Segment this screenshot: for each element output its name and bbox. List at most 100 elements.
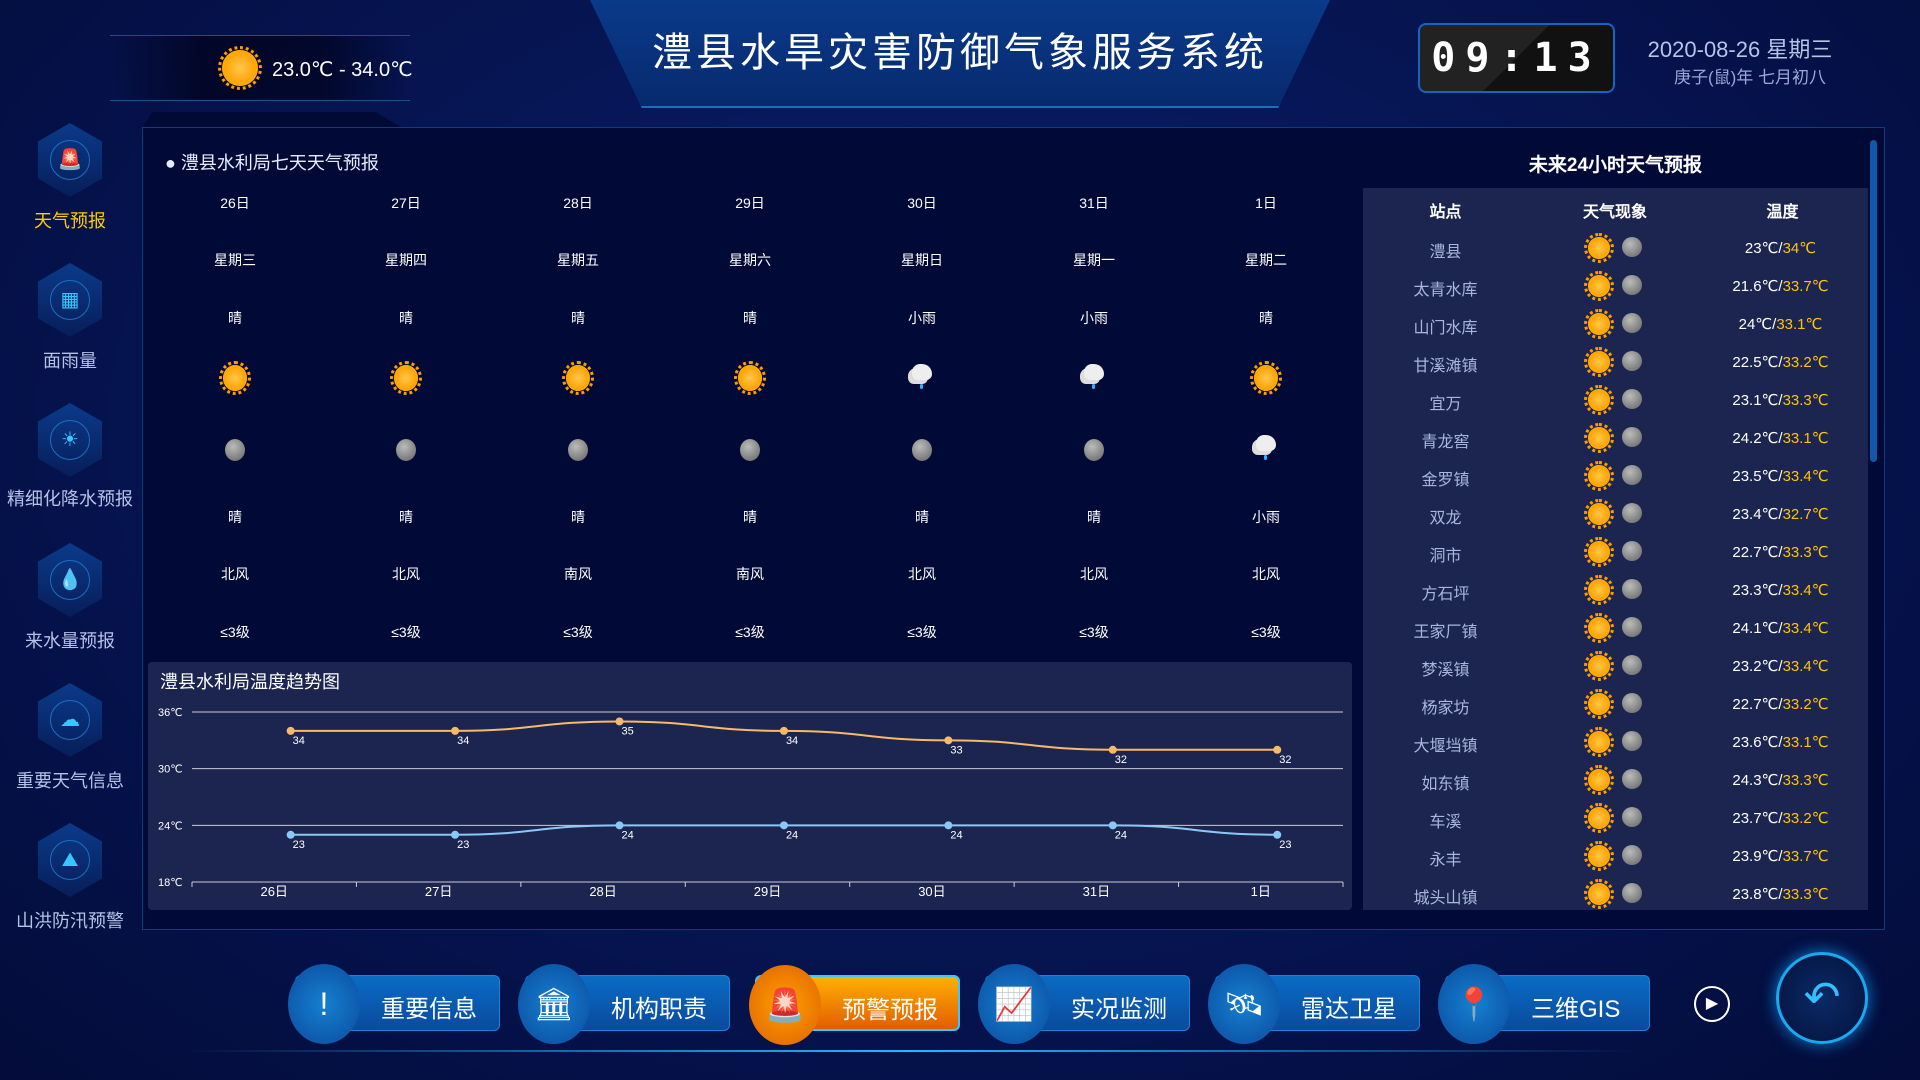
temp-range: 24℃/33.1℃ [1693,315,1868,333]
sun-icon [1584,271,1614,301]
station-name: 车溪 [1429,814,1462,831]
sidebar-item-label[interactable]: 来水量预报 [25,631,115,651]
table-row[interactable]: 大堰垱镇 23.6℃/33.1℃ [1363,723,1868,761]
sun-wave-icon[interactable]: ☀ [50,420,90,460]
temp-max: 33.3℃ [1782,544,1829,561]
station-name: 梦溪镇 [1421,662,1470,679]
table-row[interactable]: 金罗镇 23.5℃/33.4℃ [1363,457,1868,495]
moon-icon [1622,427,1642,447]
sidebar-item-label[interactable]: 天气预报 [34,211,106,231]
table-row[interactable]: 甘溪滩镇 22.5℃/33.2℃ [1363,343,1868,381]
data-point[interactable] [1273,830,1282,839]
nav-button-3[interactable]: 📈 实况监测 [978,964,1190,1044]
table-row[interactable]: 洞市 22.7℃/33.3℃ [1363,533,1868,571]
scrollbar[interactable] [1870,140,1877,462]
alarm-light-icon[interactable]: 🚨 [50,140,90,180]
station-name: 澧县 [1429,244,1462,261]
table-row[interactable]: 王家厂镇 24.1℃/33.4℃ [1363,609,1868,647]
data-label: 24 [950,829,962,841]
table-row[interactable]: 宜万 23.1℃/33.3℃ [1363,381,1868,419]
nav-button-5[interactable]: 📍 三维GIS [1438,964,1650,1044]
series-line-0 [290,720,1278,751]
col-weather: 天气现象 [1582,204,1647,221]
temp-range: 23.9℃/33.7℃ [1693,847,1868,865]
station-name: 大堰垱镇 [1413,738,1478,755]
table-row[interactable]: 山门水库 24℃/33.1℃ [1363,305,1868,343]
nav-button-0[interactable]: ! 重要信息 [288,964,500,1044]
sidebar-item-label[interactable]: 山洪防汛预警 [16,911,124,931]
next-button[interactable]: ▶ [1694,986,1730,1022]
x-tick-label: 1日 [1251,884,1271,899]
data-point[interactable] [779,726,788,735]
temp-min: 23.4℃ [1732,506,1779,523]
sun-icon [1584,233,1614,263]
temp-range: 23.8℃/33.3℃ [1693,885,1868,903]
temp-range: 23.3℃/33.4℃ [1693,581,1868,599]
temp-min: 24.2℃ [1732,430,1779,447]
landslide-icon[interactable]: ⛰ [50,840,90,880]
sidebar-item-label[interactable]: 面雨量 [43,351,97,371]
data-point[interactable] [1108,821,1117,830]
table-row[interactable]: 青龙窖 24.2℃/33.1℃ [1363,419,1868,457]
nav-button-4[interactable]: 🛰 雷达卫星 [1208,964,1420,1044]
temp-range: 21.6℃/33.7℃ [1693,277,1868,295]
day-night-text: 晴 [743,509,757,525]
table-row[interactable]: 杨家坊 22.7℃/33.2℃ [1363,685,1868,723]
data-point[interactable] [944,736,953,745]
table-row[interactable]: 如东镇 24.3℃/33.3℃ [1363,761,1868,799]
sidebar-item-label[interactable]: 精细化降水预报 [7,489,133,509]
day-wind: 南风 [736,566,764,582]
day-wind: 北风 [908,566,936,582]
day-level: ≤3级 [1251,624,1281,640]
table-row[interactable]: 车溪 23.7℃/33.2℃ [1363,799,1868,837]
table-row[interactable]: 澧县 23℃/34℃ [1363,229,1868,267]
data-point[interactable] [286,830,295,839]
data-label: 33 [950,744,962,756]
day-day-text: 小雨 [908,310,936,326]
temp-max: 33.1℃ [1782,430,1829,447]
day-day-text: 晴 [228,310,242,326]
day-level: ≤3级 [907,624,937,640]
data-label: 34 [786,735,798,747]
table-row[interactable]: 双龙 23.4℃/32.7℃ [1363,495,1868,533]
sidebar-item-label[interactable]: 重要天气信息 [16,771,124,791]
data-point[interactable] [615,821,624,830]
data-point[interactable] [451,726,460,735]
x-tick-label: 27日 [425,884,452,899]
temp-chart-panel [148,662,1352,910]
rain-gauge-icon[interactable]: ▦ [50,280,90,320]
temp-max: 33.2℃ [1782,810,1829,827]
day-level: ≤3级 [1079,624,1109,640]
day-day-text: 小雨 [1080,310,1108,326]
table-row[interactable]: 梦溪镇 23.2℃/33.4℃ [1363,647,1868,685]
table-row[interactable]: 方石坪 23.3℃/33.4℃ [1363,571,1868,609]
temp-sep: / [1778,506,1783,523]
nav-button-2[interactable]: 🚨 预警预报 [749,965,960,1045]
data-point[interactable] [1108,745,1117,754]
back-button[interactable]: ↶ [1776,952,1868,1044]
data-point[interactable] [451,830,460,839]
temp-sep: / [1778,848,1783,865]
day-date: 28日 [563,195,593,211]
nav-button-1[interactable]: 🏛 机构职责 [518,964,730,1044]
table-row[interactable]: 城头山镇 23.8℃/33.3℃ [1363,875,1868,913]
nav-label: 实况监测 [1071,996,1167,1023]
data-point[interactable] [779,821,788,830]
data-label: 35 [622,725,634,737]
moon-icon [1622,465,1642,485]
date-text: 2020-08-26 星期三 [1647,37,1833,62]
light-rain-icon [1256,435,1276,460]
sun-icon [562,361,594,395]
cloud-warning-icon[interactable]: ☁ [50,700,90,740]
data-point[interactable] [1273,745,1282,754]
data-point[interactable] [615,717,624,726]
water-cloud-icon[interactable]: 💧 [50,560,90,600]
day-level: ≤3级 [735,624,765,640]
day-wind: 北风 [1080,566,1108,582]
data-point[interactable] [286,726,295,735]
temp-min: 23.8℃ [1732,886,1779,903]
data-point[interactable] [944,821,953,830]
table-row[interactable]: 永丰 23.9℃/33.7℃ [1363,837,1868,875]
table-row[interactable]: 太青水库 21.6℃/33.7℃ [1363,267,1868,305]
day-day-text: 晴 [1259,310,1273,326]
